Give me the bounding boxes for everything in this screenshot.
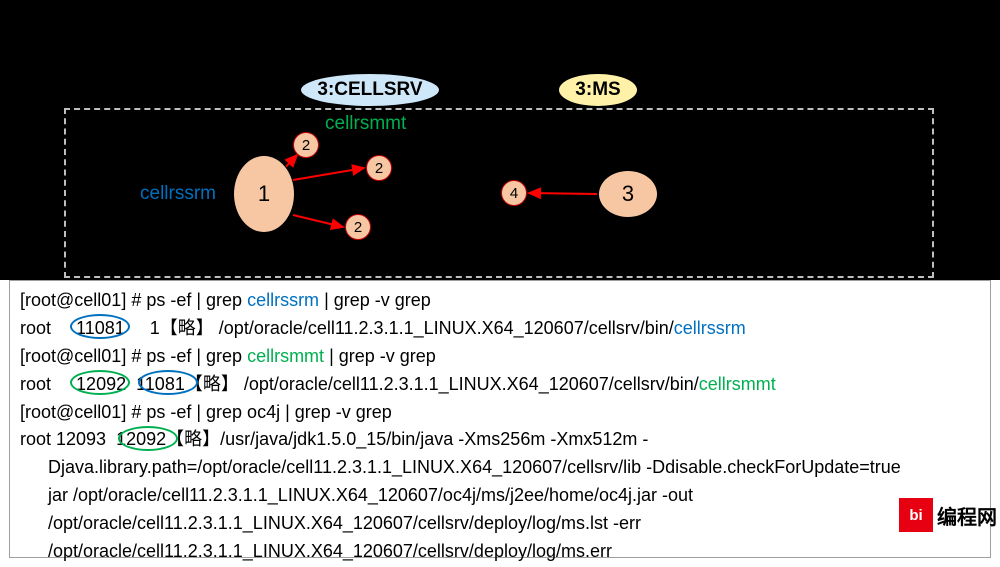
out-line-8: jar /opt/oracle/cell11.2.3.1.1_LINUX.X64…	[20, 482, 980, 510]
diagram-area: 3:CELLSRV 3:MS cellrsmmt cellrssrm 1 2 2…	[0, 0, 1000, 280]
out-line-2: root 11081 1【略】 /opt/oracle/cell11.2.3.1…	[20, 315, 980, 343]
cmd-line-1: [root@cell01] # ps -ef | grep cellrssrm …	[20, 287, 980, 315]
cmd-line-3: [root@cell01] # ps -ef | grep cellrsmmt …	[20, 343, 980, 371]
pid-ring-12092-a	[70, 370, 130, 395]
out-line-7: Djava.library.path=/opt/oracle/cell11.2.…	[20, 454, 980, 482]
node-4: 4	[501, 180, 527, 206]
node-2b: 2	[366, 155, 392, 181]
site-logo: bi 编程网	[899, 498, 997, 532]
out-line-9: /opt/oracle/cell11.2.3.1.1_LINUX.X64_120…	[20, 510, 980, 538]
pid-ring-12092-b	[118, 426, 178, 451]
logo-text: 编程网	[937, 501, 997, 530]
terminal-output: [root@cell01] # ps -ef | grep cellrssrm …	[9, 280, 991, 558]
pid-ring-11081-a	[70, 314, 130, 339]
pid-ring-11081-b	[138, 370, 198, 395]
logo-square: bi	[899, 498, 933, 532]
node-1: 1	[233, 155, 295, 233]
node-3: 3	[598, 170, 658, 218]
node-2c: 2	[345, 214, 371, 240]
node-2a: 2	[293, 132, 319, 158]
cmd-line-5: [root@cell01] # ps -ef | grep oc4j | gre…	[20, 399, 980, 427]
out-line-10: /opt/oracle/cell11.2.3.1.1_LINUX.X64_120…	[20, 538, 980, 566]
arrows	[0, 0, 1000, 280]
